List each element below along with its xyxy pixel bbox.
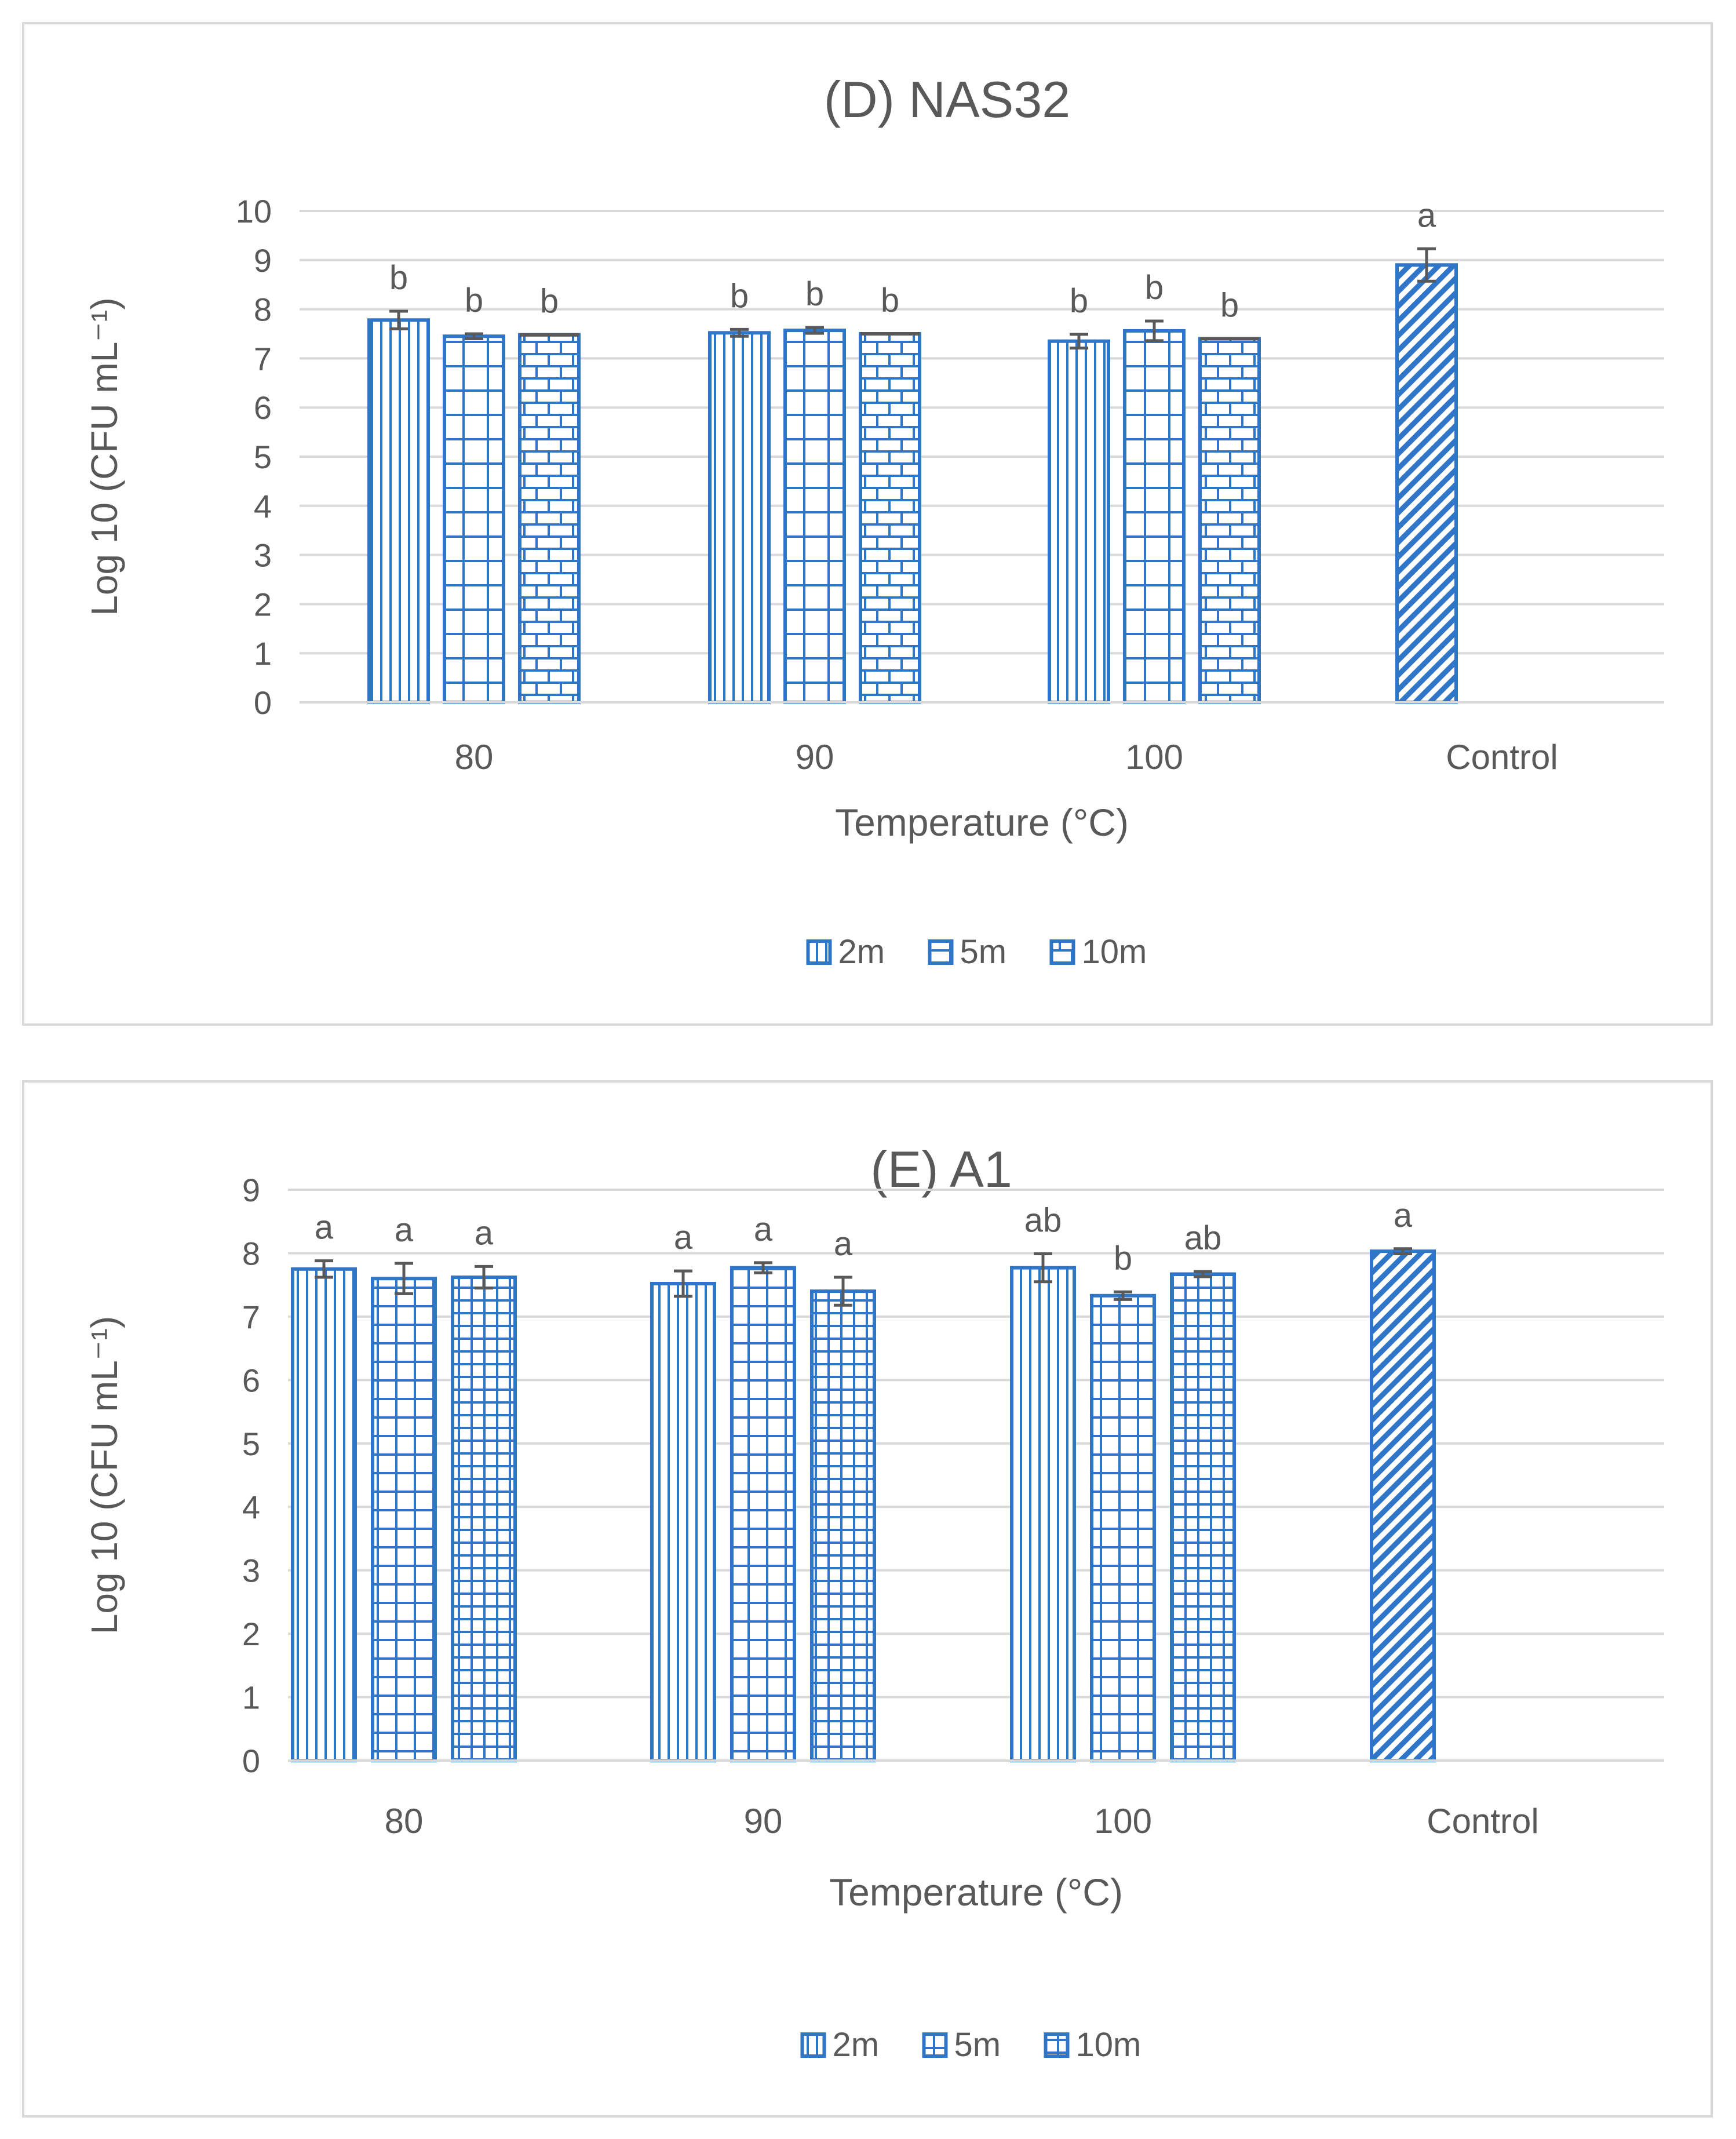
y-tick-label: 2 [242, 1616, 260, 1652]
bar-10m-90 [859, 332, 921, 704]
y-tick-label: 1 [254, 635, 272, 672]
y-tick-label: 5 [242, 1426, 260, 1462]
significance-letter: ab [1024, 1202, 1062, 1240]
bar-10m-80 [451, 1276, 517, 1762]
significance-letter: a [754, 1211, 773, 1248]
y-tick-label: 5 [254, 439, 272, 475]
x-tick-label: Control [1427, 1802, 1538, 1841]
significance-letter: b [1114, 1240, 1132, 1277]
significance-letter: b [730, 277, 749, 315]
y-tick-label: 10 [236, 193, 272, 229]
y-tick-label: 8 [254, 291, 272, 328]
legend-label-2m: 2m [833, 2026, 880, 2064]
x-tick-label: 90 [796, 738, 834, 777]
significance-letter: ab [1184, 1219, 1222, 1257]
significance-letter: a [1394, 1197, 1413, 1234]
chart-title: (D) NAS32 [824, 71, 1070, 128]
significance-letter: a [475, 1214, 494, 1252]
significance-letter: b [881, 282, 899, 319]
significance-letter: b [1145, 269, 1164, 307]
x-tick-label: 90 [744, 1802, 783, 1841]
significance-letter: a [1417, 196, 1436, 234]
x-tick-label: Control [1446, 738, 1558, 777]
bar-2m-80 [291, 1267, 357, 1762]
significance-letter: a [834, 1225, 853, 1263]
y-tick-label: 8 [242, 1235, 260, 1271]
legend-label-2m: 2m [838, 933, 885, 971]
legend-swatch-10m [1049, 939, 1075, 965]
x-tick-label: 80 [385, 1802, 424, 1841]
significance-letter: b [465, 282, 483, 319]
bar-5m-90 [730, 1266, 796, 1763]
x-tick-label: 80 [455, 738, 494, 777]
bar-2m-90 [650, 1281, 716, 1762]
y-tick-label: 3 [254, 537, 272, 574]
y-tick-label: 6 [254, 389, 272, 426]
bar-2m-90 [708, 331, 771, 704]
significance-letter: b [389, 259, 408, 297]
significance-letter: a [674, 1219, 693, 1256]
bar-control [1370, 1249, 1436, 1762]
bar-5m-90 [783, 329, 846, 704]
chart-title: (E) A1 [870, 1140, 1012, 1198]
bar-5m-80 [371, 1277, 437, 1762]
y-tick-label: 9 [242, 1172, 260, 1208]
x-tick-label: 100 [1125, 738, 1183, 777]
significance-letter: b [540, 283, 559, 320]
significance-letter: b [1220, 286, 1239, 324]
y-tick-label: 7 [254, 340, 272, 377]
y-tick-label: 1 [242, 1679, 260, 1716]
legend-swatch-10m [1044, 2032, 1070, 2058]
chart-panel-nas32: (D) NAS32 0 1 2 3 4 5 6 7 8 9 10 Log 10 (CFU mL⁻¹) b b… [22, 22, 1713, 1026]
legend-label-5m: 5m [960, 933, 1007, 971]
legend-label-10m: 10m [1082, 933, 1147, 971]
bar-10m-80 [518, 333, 581, 704]
x-tick-label: 100 [1094, 1802, 1152, 1841]
y-tick-label: 2 [254, 586, 272, 622]
x-axis-label: Temperature (°C) [835, 801, 1129, 844]
bar-5m-100 [1123, 329, 1186, 704]
y-tick-label: 4 [254, 488, 272, 524]
significance-letter: a [315, 1209, 334, 1247]
bar-2m-100 [1010, 1266, 1076, 1763]
legend-label-10m: 10m [1076, 2026, 1141, 2064]
bar-5m-100 [1090, 1293, 1156, 1762]
legend-swatch-5m [922, 2032, 948, 2058]
bar-2m-100 [1048, 339, 1110, 704]
bar-10m-100 [1170, 1272, 1236, 1762]
bar-10m-90 [810, 1289, 876, 1763]
chart-a1: (E) A1 0 1 2 3 4 5 6 7 8 9 Log 10 (CFU mL⁻¹) a a a 80 a a… [83, 1140, 1664, 2064]
significance-letter: b [1070, 282, 1088, 320]
legend-swatch-2m [806, 939, 832, 965]
significance-letter: b [805, 275, 824, 313]
legend-swatch-2m [800, 2032, 826, 2058]
y-tick-label: 0 [242, 1743, 260, 1779]
y-axis-label: Log 10 (CFU mL⁻¹) [83, 297, 125, 615]
y-tick-label: 4 [242, 1489, 260, 1525]
legend-label-5m: 5m [954, 2026, 1001, 2064]
chart-nas32: (D) NAS32 0 1 2 3 4 5 6 7 8 9 10 Log 10 (CFU mL⁻¹) b b… [83, 71, 1664, 971]
y-tick-label: 0 [254, 684, 272, 721]
y-tick-label: 7 [242, 1299, 260, 1335]
x-axis-label: Temperature (°C) [829, 1871, 1123, 1914]
legend-swatch-5m [928, 939, 954, 965]
bar-5m-80 [443, 334, 505, 704]
significance-letter: a [395, 1211, 414, 1249]
bar-2m-80 [367, 318, 430, 705]
y-tick-label: 6 [242, 1362, 260, 1398]
bar-control [1395, 263, 1458, 704]
bar-10m-100 [1198, 337, 1261, 704]
y-axis-label: Log 10 (CFU mL⁻¹) [83, 1316, 125, 1634]
y-tick-label: 3 [242, 1553, 260, 1589]
y-tick-label: 9 [254, 242, 272, 279]
chart-panel-a1: (E) A1 0 1 2 3 4 5 6 7 8 9 Log 10 (CFU mL⁻¹) a a a 80 a a… [22, 1080, 1713, 2118]
